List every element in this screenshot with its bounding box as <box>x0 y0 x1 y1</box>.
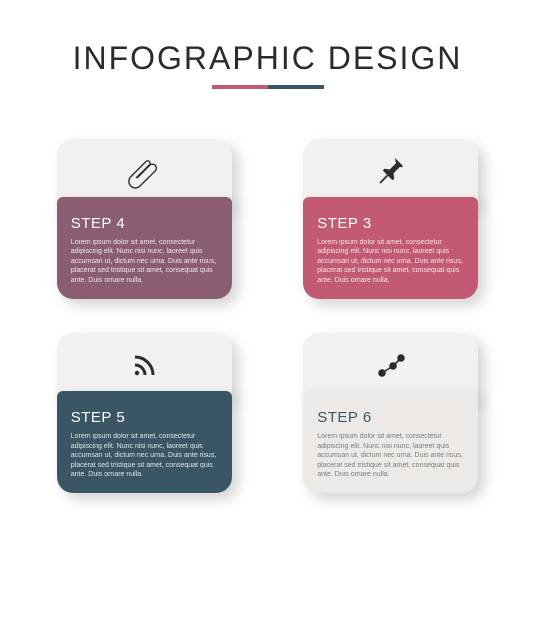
card-icon-panel <box>57 139 232 205</box>
card-step-6: STEP 6 Lorem ipsum dolor sit amet, conse… <box>303 333 478 493</box>
share-icon <box>373 348 409 384</box>
step-body: Lorem ipsum dolor sit amet, consectetur … <box>71 238 218 285</box>
card-icon-panel <box>57 333 232 399</box>
card-step-5: STEP 5 Lorem ipsum dolor sit amet, conse… <box>57 333 232 493</box>
pushpin-icon <box>373 154 409 190</box>
underline-left <box>212 85 268 89</box>
step-label: STEP 4 <box>71 215 218 232</box>
rss-icon <box>126 348 162 384</box>
card-step-4: STEP 4 Lorem ipsum dolor sit amet, conse… <box>57 139 232 299</box>
card-icon-panel <box>303 139 478 205</box>
card-step-3: STEP 3 Lorem ipsum dolor sit amet, conse… <box>303 139 478 299</box>
step-body: Lorem ipsum dolor sit amet, consectetur … <box>317 238 464 285</box>
underline-right <box>268 85 324 89</box>
card-body-panel: STEP 5 Lorem ipsum dolor sit amet, conse… <box>57 391 232 493</box>
card-body-panel: STEP 6 Lorem ipsum dolor sit amet, conse… <box>303 391 478 493</box>
paperclip-icon <box>126 154 162 190</box>
step-label: STEP 5 <box>71 409 218 426</box>
step-body: Lorem ipsum dolor sit amet, consectetur … <box>317 432 464 479</box>
card-body-panel: STEP 4 Lorem ipsum dolor sit amet, conse… <box>57 197 232 299</box>
step-label: STEP 6 <box>317 409 464 426</box>
card-icon-panel <box>303 333 478 399</box>
title-underline <box>40 85 495 89</box>
cards-grid: STEP 4 Lorem ipsum dolor sit amet, conse… <box>40 139 495 493</box>
step-body: Lorem ipsum dolor sit amet, consectetur … <box>71 432 218 479</box>
card-body-panel: STEP 3 Lorem ipsum dolor sit amet, conse… <box>303 197 478 299</box>
step-label: STEP 3 <box>317 215 464 232</box>
page-title: INFOGRAPHIC DESIGN <box>40 40 495 77</box>
